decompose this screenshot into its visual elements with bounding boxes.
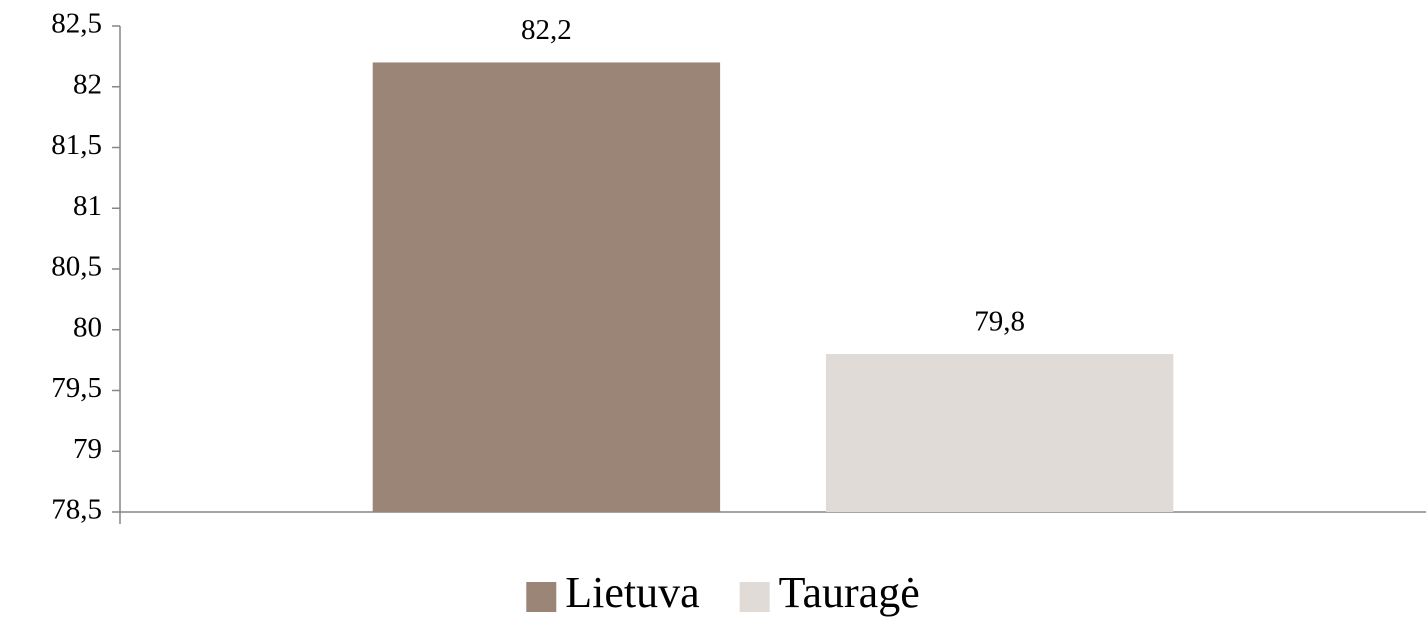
legend-swatch [739, 582, 770, 612]
y-tick-label: 82 [73, 68, 102, 100]
data-label: 79,8 [974, 306, 1025, 338]
y-tick-label: 80,5 [51, 251, 102, 283]
y-tick-label: 79,5 [51, 372, 102, 404]
y-tick-label: 78,5 [51, 494, 102, 526]
bar [825, 354, 1174, 512]
y-tick-label: 81 [73, 190, 102, 222]
y-tick-label: 81,5 [51, 129, 102, 161]
bar [372, 62, 721, 512]
data-label: 82,2 [521, 14, 572, 46]
y-tick-label: 80 [73, 311, 102, 343]
y-tick-label: 82,5 [51, 8, 102, 40]
legend-label: Tauragė [779, 568, 920, 617]
legend-label: Lietuva [565, 568, 699, 617]
legend-swatch [526, 582, 557, 612]
y-tick-label: 79 [73, 433, 102, 465]
